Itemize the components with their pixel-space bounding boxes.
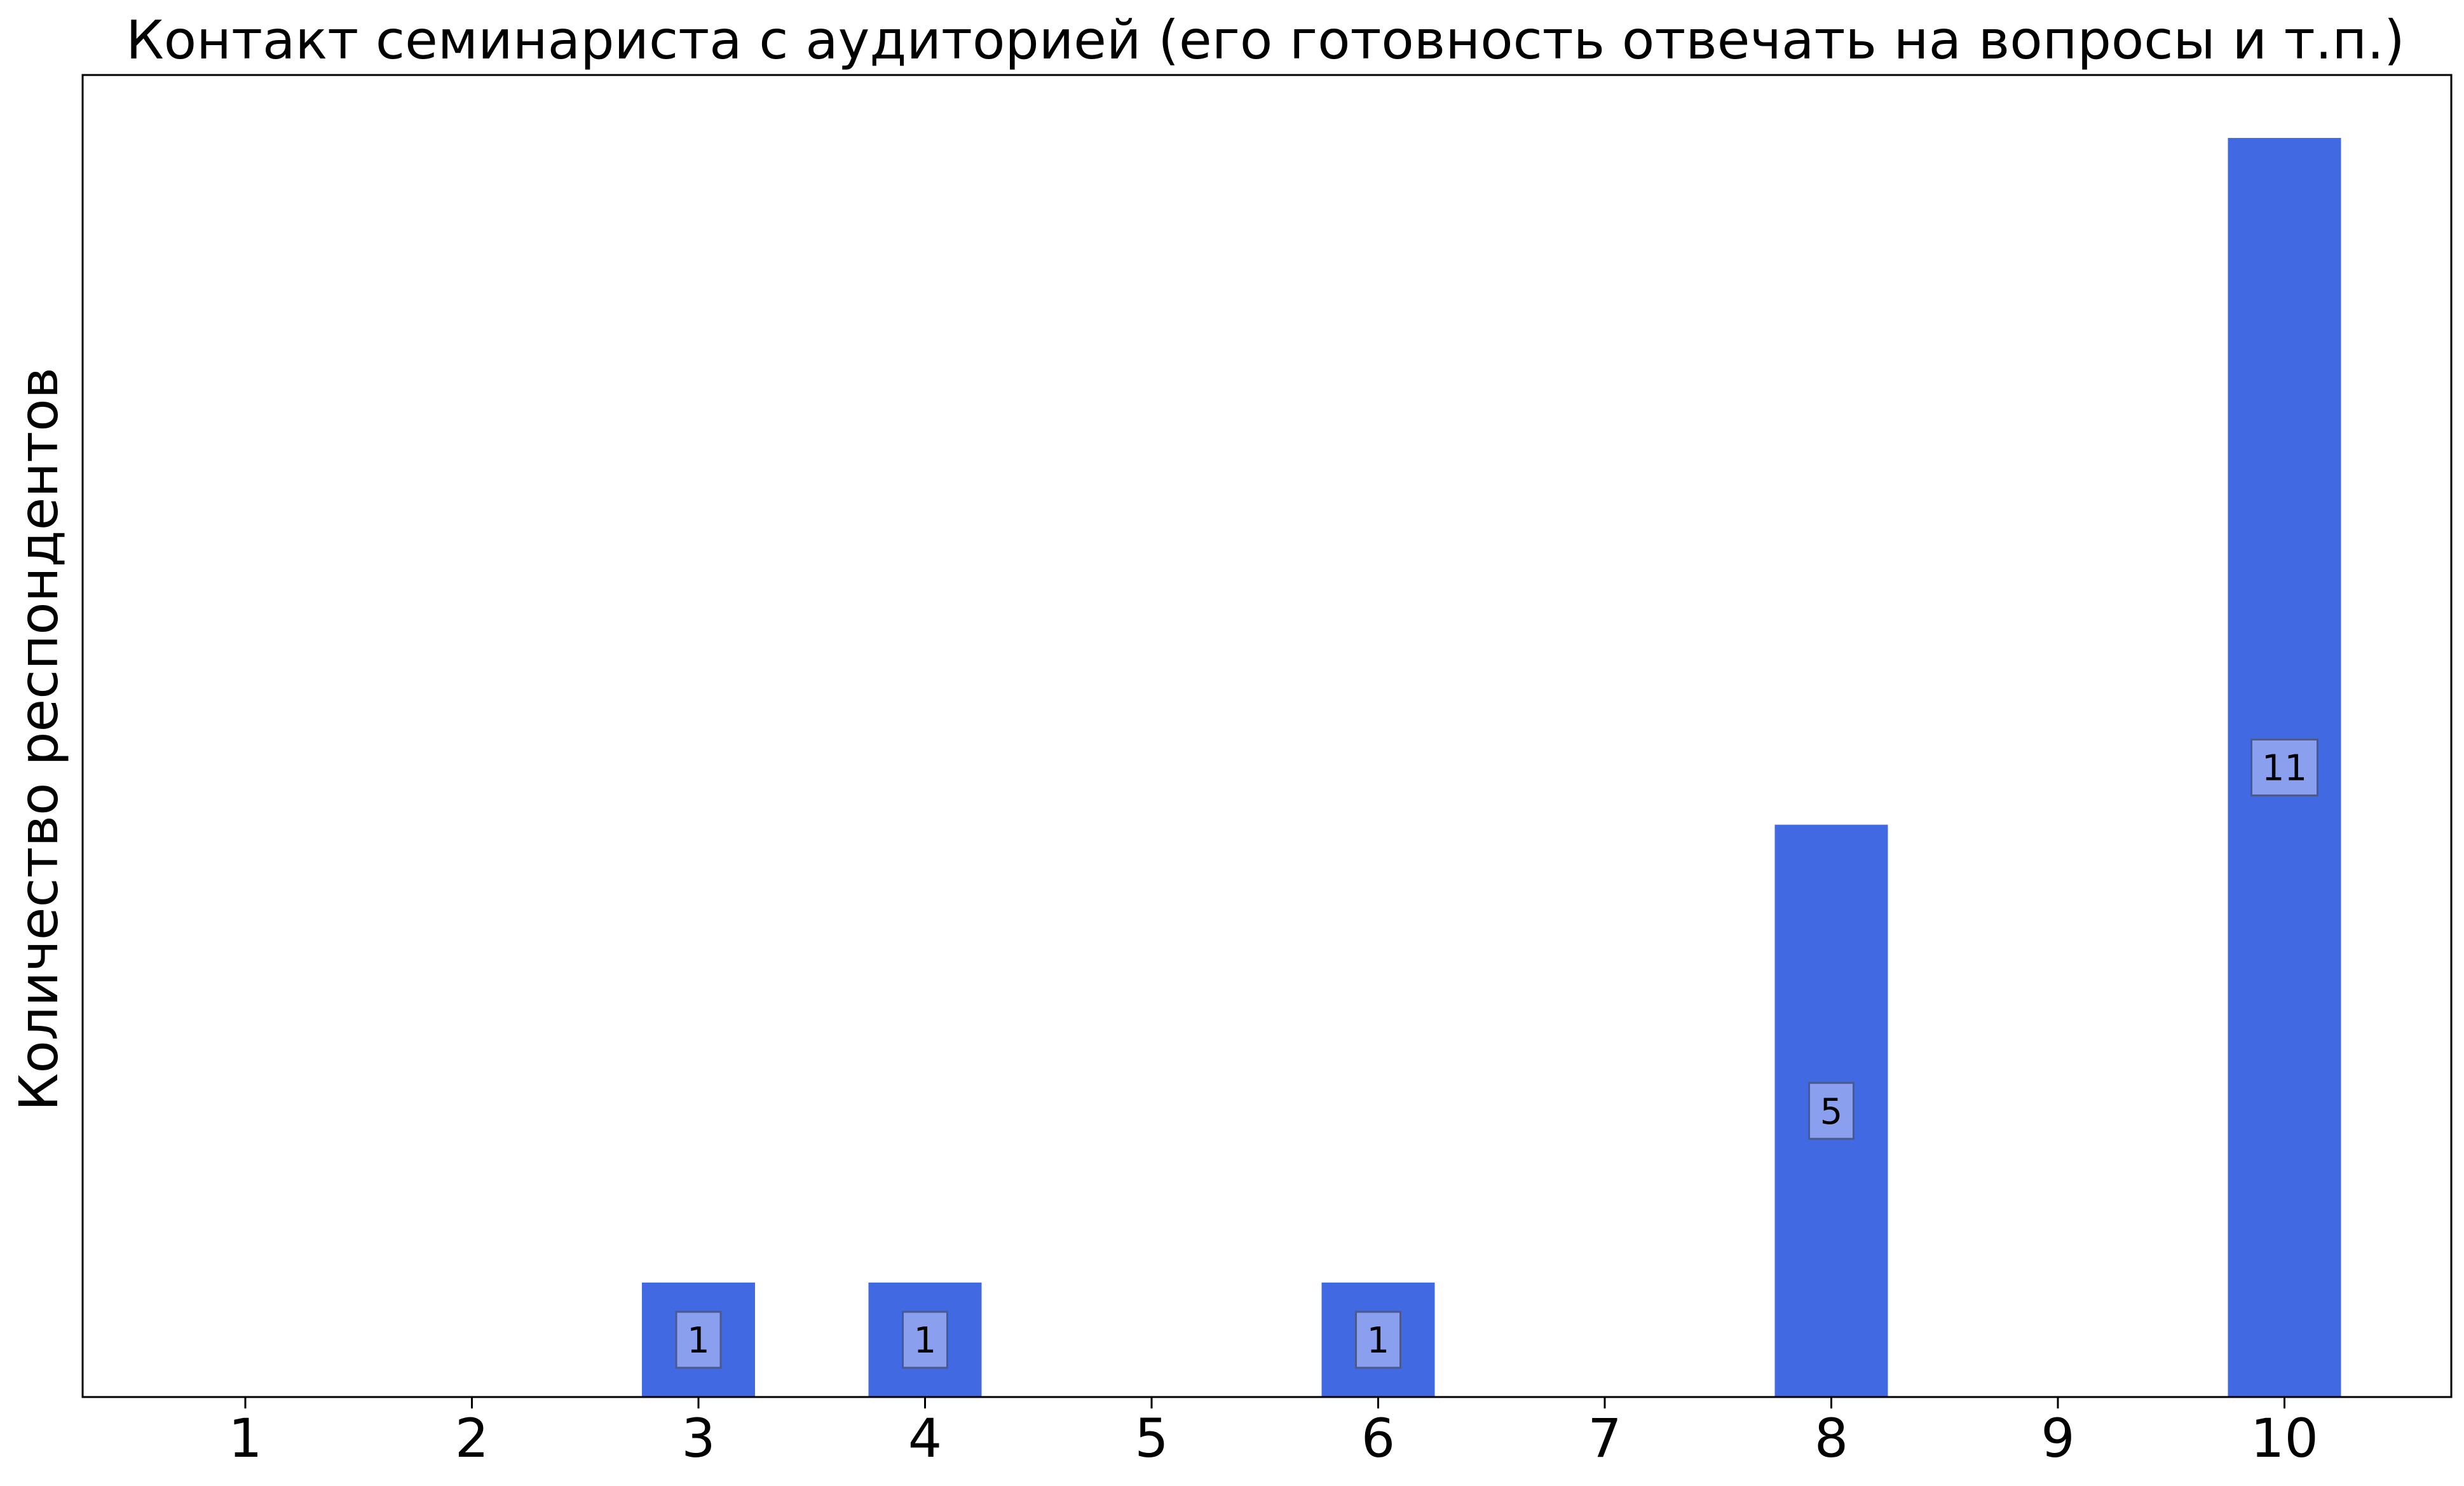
data-label: 1 bbox=[914, 1320, 937, 1361]
data-label-box bbox=[1355, 1311, 1401, 1369]
data-label-box bbox=[1808, 1082, 1855, 1140]
y-axis-label: Количество респондентов bbox=[8, 367, 70, 1111]
x-tick-label: 10 bbox=[2250, 1407, 2318, 1469]
x-tick-label: 1 bbox=[228, 1407, 262, 1469]
data-label: 5 bbox=[1820, 1091, 1843, 1133]
data-label: 1 bbox=[1367, 1320, 1390, 1361]
data-label-box bbox=[675, 1311, 722, 1369]
x-tick-label: 9 bbox=[2041, 1407, 2074, 1469]
x-tick-label: 7 bbox=[1588, 1407, 1621, 1469]
plot-frame bbox=[81, 74, 2453, 1398]
x-tick-label: 6 bbox=[1361, 1407, 1395, 1469]
x-tick-label: 2 bbox=[455, 1407, 489, 1469]
x-tick-label: 4 bbox=[908, 1407, 942, 1469]
chart-title: Контакт семинариста с аудиторией (его го… bbox=[126, 9, 2405, 71]
x-tick-label: 8 bbox=[1814, 1407, 1848, 1469]
x-ticks-layer: 1 2 3 4 5 6 7 8 9 10 bbox=[228, 1397, 2318, 1469]
data-label-box bbox=[2250, 739, 2318, 797]
x-tick-label: 5 bbox=[1134, 1407, 1168, 1469]
data-label: 1 bbox=[687, 1320, 710, 1361]
data-label-box bbox=[902, 1311, 948, 1369]
x-tick-label: 3 bbox=[681, 1407, 715, 1469]
data-label: 11 bbox=[2262, 748, 2307, 789]
